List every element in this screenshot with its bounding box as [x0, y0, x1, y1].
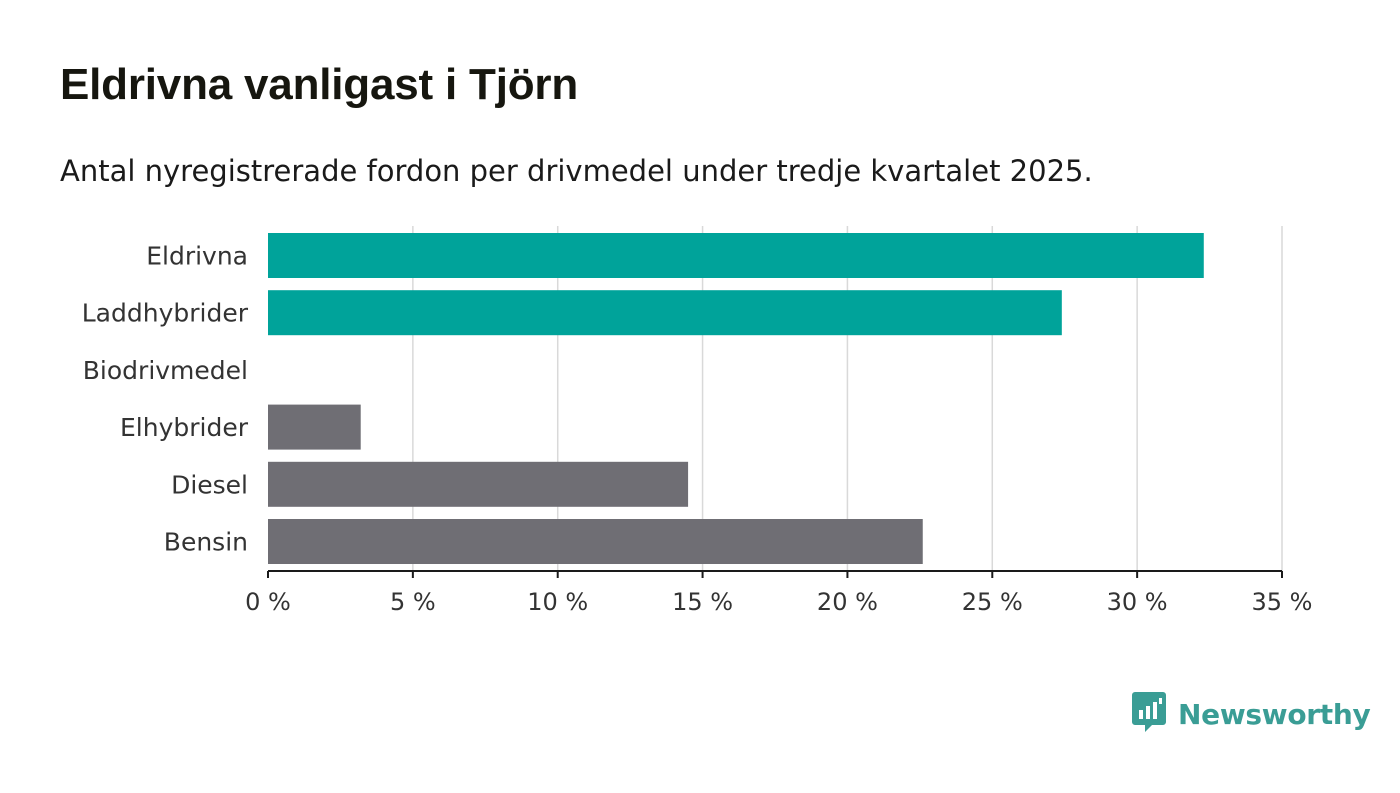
- brand-name: Newsworthy: [1178, 697, 1371, 731]
- x-tick-label: 0 %: [245, 588, 291, 616]
- category-label: Laddhybrider: [82, 299, 249, 328]
- category-label: Bensin: [164, 528, 248, 557]
- chart-subtitle: Antal nyregistrerade fordon per drivmede…: [60, 154, 1093, 188]
- x-tick-label: 10 %: [527, 588, 588, 616]
- bar-laddhybrider: [268, 290, 1062, 336]
- category-label: Diesel: [171, 470, 248, 499]
- x-tick-label: 5 %: [390, 588, 436, 616]
- category-label: Eldrivna: [146, 242, 248, 271]
- newsworthy-logo-icon: [1132, 692, 1166, 736]
- category-label: Elhybrider: [120, 413, 249, 442]
- x-tick-label: 30 %: [1107, 588, 1168, 616]
- x-tick-label: 35 %: [1252, 588, 1313, 616]
- category-labels: Eldrivna Laddhybrider Biodrivmedel Elhybrid…: [82, 242, 249, 557]
- x-axis: 0 % 5 % 10 % 15 % 20 % 25 % 30 % 35 %: [245, 570, 1313, 616]
- x-tick-label: 15 %: [672, 588, 733, 616]
- category-label: Biodrivmedel: [83, 356, 248, 385]
- x-tick-label: 25 %: [962, 588, 1023, 616]
- bar-diesel: [268, 461, 689, 507]
- bar-bensin: [268, 519, 923, 564]
- x-tick-label: 20 %: [817, 588, 878, 616]
- bar-eldrivna: [268, 233, 1204, 278]
- gridlines: [412, 226, 1283, 571]
- chart-title: Eldrivna vanligast i Tjörn: [60, 60, 579, 109]
- bars: [268, 233, 1204, 564]
- bar-elhybrider: [268, 404, 361, 450]
- brand-logo: Newsworthy: [1132, 692, 1371, 736]
